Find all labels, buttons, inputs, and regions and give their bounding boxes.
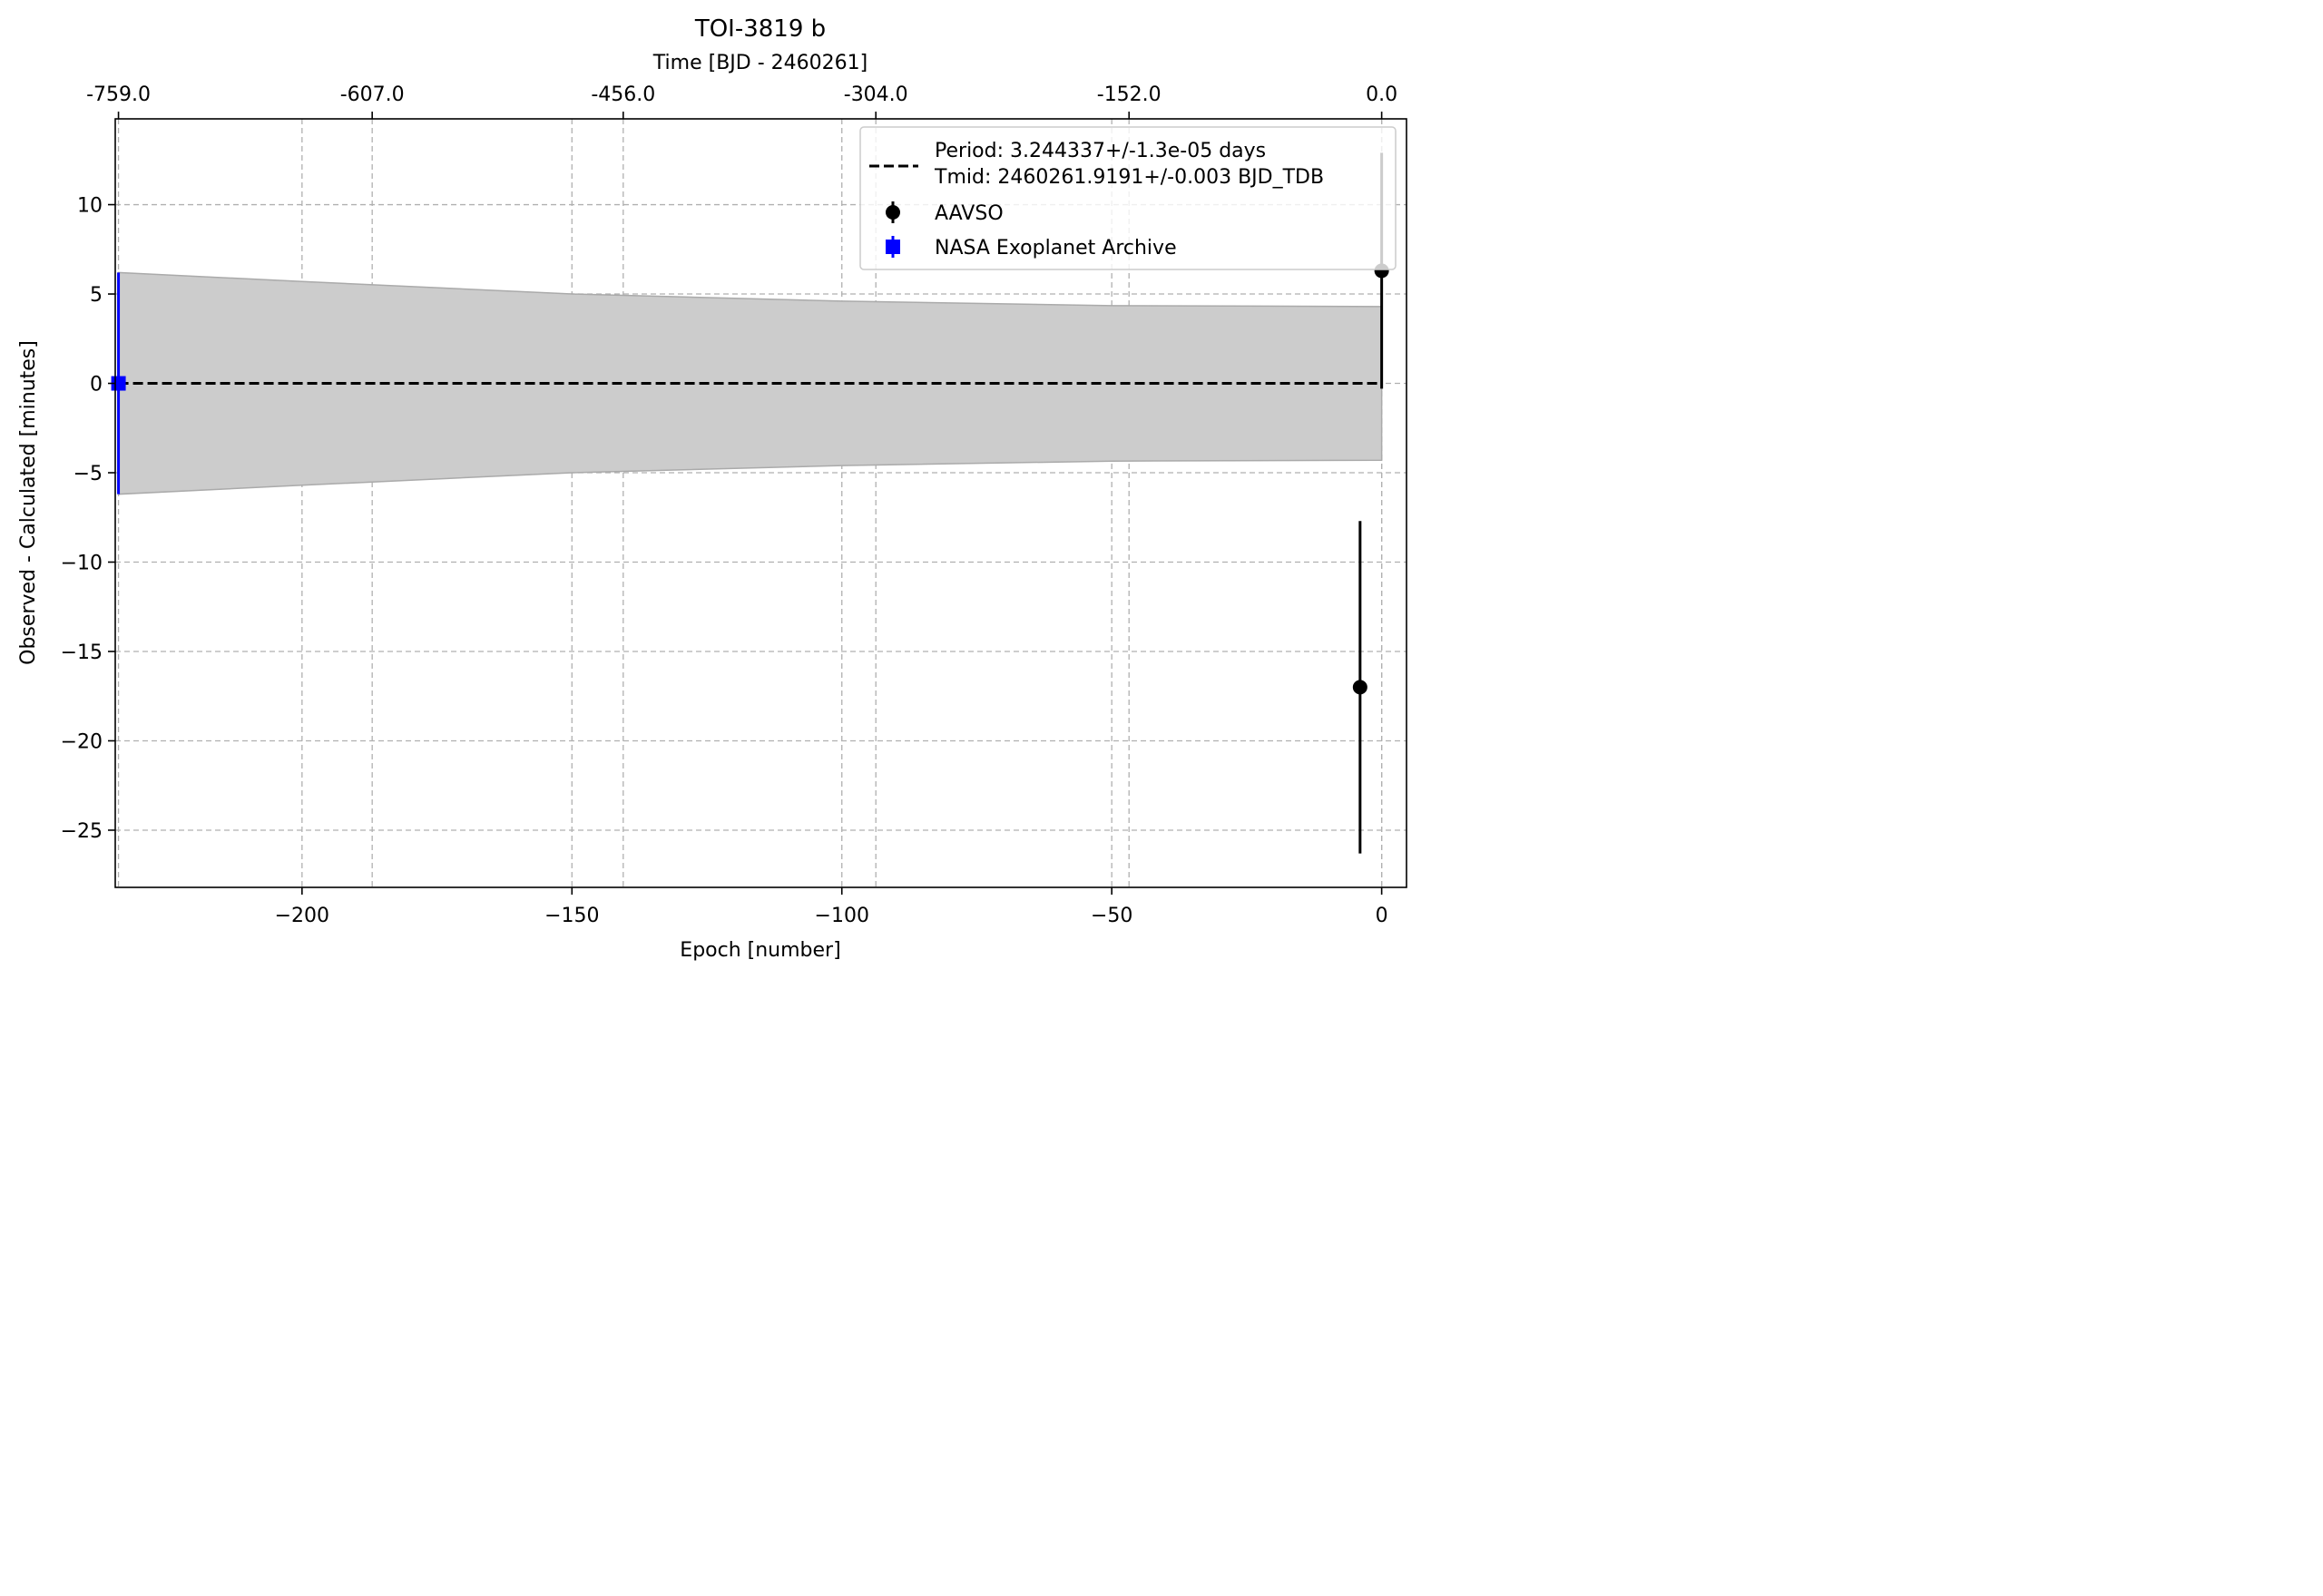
chart-title: TOI-3819 b	[694, 15, 826, 43]
y-tick-label: −5	[74, 463, 103, 485]
top-x-tick-label: -304.0	[844, 83, 908, 106]
legend-fit-label-tmid: Tmid: 2460261.9191+/-0.003 BJD_TDB	[934, 166, 1324, 189]
y-tick-label: −10	[61, 553, 103, 575]
x-tick-label: −100	[815, 905, 869, 927]
legend-aavso-marker	[886, 205, 900, 220]
y-tick-label: −15	[61, 641, 103, 664]
y-tick-label: 10	[77, 195, 103, 218]
aavso-point	[1352, 680, 1367, 695]
oc-chart: TOI-3819 b Time [BJD - 2460261] Epoch [n…	[17, 15, 1407, 962]
top-x-tick-label: -152.0	[1097, 83, 1162, 106]
y-tick-label: 0	[90, 374, 103, 397]
y-tick-label: 5	[90, 284, 103, 307]
top-x-tick-label: -456.0	[591, 83, 655, 106]
top-x-tick-label: -759.0	[86, 83, 151, 106]
x-tick-label: −50	[1091, 905, 1132, 927]
y-tick-label: −25	[61, 820, 103, 843]
plot-frame	[114, 118, 1407, 888]
x-tick-label: 0	[1376, 905, 1388, 927]
x-tick-label: −150	[544, 905, 599, 927]
legend-nasa-label: NASA Exoplanet Archive	[935, 237, 1177, 259]
top-x-axis-label: Time [BJD - 2460261]	[652, 52, 867, 74]
y-axis-label: Observed - Calculated [minutes]	[17, 340, 40, 665]
axes-layer: −200 −150 −100 −50 0-759.0 -607.0 -456.0 -304.0…	[61, 83, 1407, 927]
y-tick-label: −20	[61, 730, 103, 753]
x-axis-label: Epoch [number]	[680, 939, 840, 962]
legend-aavso-label: AAVSO	[935, 202, 1004, 225]
top-x-tick-label: 0.0	[1366, 83, 1397, 106]
chart-container: TOI-3819 b Time [BJD - 2460261] Epoch [n…	[0, 0, 1422, 977]
legend-nasa-marker	[886, 240, 900, 254]
top-x-tick-label: -607.0	[340, 83, 405, 106]
x-tick-label: −200	[275, 905, 329, 927]
legend-frame	[859, 126, 1397, 270]
legend: Period: 3.244337+/-1.3e-05 days Tmid: 24…	[859, 126, 1397, 270]
legend-fit-label-period: Period: 3.244337+/-1.3e-05 days	[935, 140, 1266, 162]
